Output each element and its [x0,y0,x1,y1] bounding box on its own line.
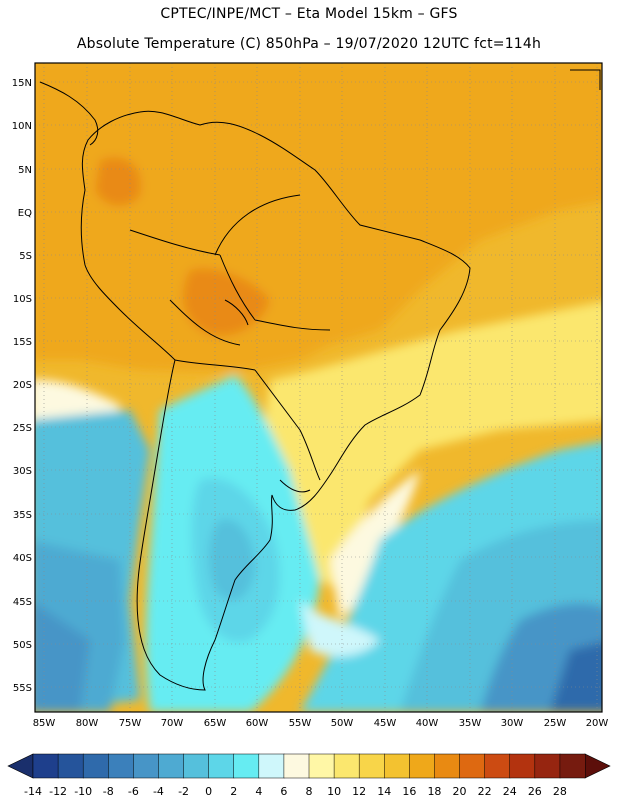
lon-label: 45W [374,718,397,729]
colorbar-cell [183,753,210,779]
colorbar-cell [32,753,59,779]
country-borders [129,194,331,481]
colorbar-tick-label: -12 [49,785,67,798]
lon-label: 20W [586,718,609,729]
lat-label: 50S [13,640,32,651]
colorbar-low-arrow [7,753,34,779]
lon-label: 75W [119,718,142,729]
coastline [39,69,601,691]
colorbar-cell [434,753,461,779]
temperature-field [35,63,602,712]
lon-label: 55W [289,718,312,729]
lon-label: 65W [204,718,227,729]
latitude-axis: 15N 10N 5N EQ 5S 10S 15S 20S 25S 30S 35S… [12,78,32,694]
lat-label: 30S [13,466,32,477]
hot-core-region [182,268,270,336]
lat-label: 5N [18,165,32,176]
lat-label: 15N [12,78,32,89]
colorbar-tick-label: 24 [503,785,517,798]
colorbar-tick-label: -10 [74,785,92,798]
south-america-coastline [80,110,471,691]
colorbar-tick-label: 16 [402,785,416,798]
map-title-model: CPTEC/INPE/MCT – Eta Model 15km – GFS [160,6,458,22]
colorbar-cell [158,753,185,779]
colorbar-cell [308,753,335,779]
colorbar-cell [333,753,360,779]
colorbar-cell [283,753,310,779]
colorbar-tick-label: -14 [24,785,42,798]
colorbar-tick-label: 4 [255,785,262,798]
colorbar: -14 -12 -10 -8 -6 -4 -2 0 2 4 6 8 10 12 14 16 18 20 22 24 26… [7,753,611,798]
colorbar-high-arrow [584,753,611,779]
colorbar-cell [108,753,134,779]
map-title-variable: Absolute Temperature (C) 850hPa – 19/07/… [76,36,542,52]
lat-label: 45S [13,597,32,608]
colorbar-tick-label: -4 [153,785,164,798]
lon-label: 80W [76,718,99,729]
lon-label: 25W [544,718,567,729]
colorbar-tick-label: -8 [103,785,114,798]
colorbar-tick-label: 18 [427,785,441,798]
colorbar-cell [82,753,109,779]
colorbar-cell [133,753,159,779]
lat-label: EQ [18,208,32,219]
lat-label: 20S [13,380,32,391]
lat-label: 25S [13,423,32,434]
colorbar-tick-label: 2 [230,785,237,798]
colorbar-tick-label: 10 [327,785,341,798]
colorbar-tick-label: 14 [377,785,391,798]
colorbar-cell [384,753,410,779]
colorbar-tick-label: 0 [205,785,212,798]
colorbar-cell [258,753,285,779]
lat-label: 35S [13,510,32,521]
lat-label: 15S [13,337,32,348]
lon-label: 70W [161,718,184,729]
lat-label: 10S [13,294,32,305]
central-america-coast [39,81,99,146]
lat-label: 10N [12,121,32,132]
colorbar-tick-label: -2 [178,785,189,798]
lon-label: 35W [459,718,482,729]
colorbar-tick-label: 22 [478,785,492,798]
colorbar-cell [358,753,385,779]
lon-label: 30W [501,718,524,729]
warm-yellow-band [265,301,602,590]
lon-label: 40W [416,718,439,729]
colorbar-tick-label: 20 [453,785,467,798]
lon-label: 85W [33,718,56,729]
lat-label: 5S [19,251,32,262]
colorbar-cell [233,753,260,779]
colorbar-cell [459,753,486,779]
colorbar-tick-label: 6 [280,785,287,798]
colorbar-tick-label: 28 [553,785,567,798]
lat-label: 40S [13,553,32,564]
colorbar-cell [534,753,561,779]
map-frame [34,62,603,713]
colorbar-cell [484,753,511,779]
lon-label: 50W [331,718,354,729]
lon-label: 60W [246,718,269,729]
colorbar-tick-label: 26 [528,785,542,798]
colorbar-cell [57,753,84,779]
colorbar-cell [559,753,586,779]
colorbar-tick-label: -6 [128,785,139,798]
graticule [35,63,602,712]
colorbar-cell [509,753,536,779]
colorbar-cell [409,753,435,779]
lat-label: 55S [13,683,32,694]
warm-tropics-region [35,63,602,372]
colorbar-cell [208,753,235,779]
colorbar-tick-label: 8 [306,785,313,798]
longitude-axis: 85W 80W 75W 70W 65W 60W 55W 50W 45W 40W … [33,718,609,729]
colorbar-tick-label: 12 [352,785,366,798]
